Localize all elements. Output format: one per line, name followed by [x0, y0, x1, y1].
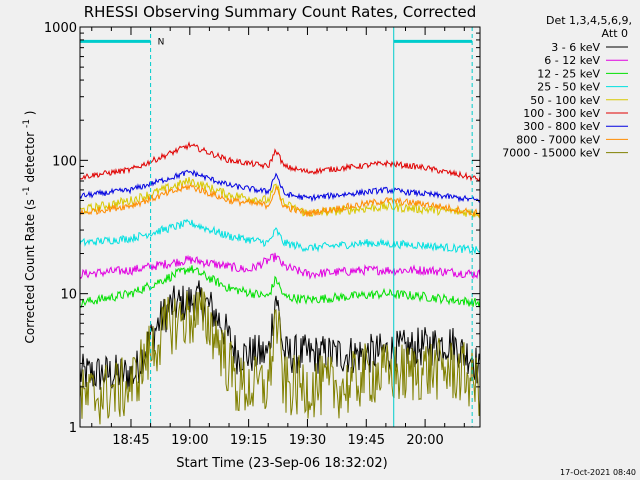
x-tick-label: 19:15 [230, 433, 267, 448]
legend-label-4: 25 - 50 keV [537, 81, 600, 94]
legend-label-1: 3 - 6 keV [551, 41, 600, 54]
y-axis-label-main: Corrected Count Rate (s [23, 199, 37, 343]
y-axis-label-sup2: -1 [22, 119, 32, 128]
x-tick-label: 19:45 [348, 433, 385, 448]
plot-area: 1 10 100 1000 18:45 19:00 19:15 19:30 19:45 20:0… [44, 21, 481, 448]
series-line-4 [79, 218, 481, 255]
x-tick-label: 18:45 [112, 433, 149, 448]
legend-label-9: 7000 - 15000 keV [502, 147, 600, 160]
series-line-9 [79, 288, 481, 425]
x-axis-label: Start Time (23-Sep-06 18:32:02) [176, 456, 387, 471]
y-ticks: 1 10 100 1000 [44, 21, 480, 436]
y-tick-label: 1 [69, 421, 77, 436]
series-line-6 [79, 141, 481, 182]
annotation-n: N [158, 37, 165, 47]
series-line-8 [79, 183, 481, 218]
y-axis-label: Corrected Count Rate (s -1 detector -1 ) [18, 111, 37, 344]
series-line-3 [79, 265, 481, 308]
x-tick-label: 19:00 [171, 433, 208, 448]
legend-label-5: 50 - 100 keV [530, 94, 600, 107]
y-tick-label: 1000 [44, 21, 77, 36]
series-line-5 [79, 177, 481, 219]
legend-header-line2: Att 0 [602, 27, 628, 40]
legend-label-6: 100 - 300 keV [523, 107, 600, 120]
y-tick-label: 10 [60, 288, 77, 303]
x-tick-label: 20:00 [406, 433, 443, 448]
x-ticks: 18:45 19:00 19:15 19:30 19:45 20:00 [91, 27, 465, 448]
series-line-7 [79, 169, 481, 203]
series-layer [79, 141, 481, 425]
legend-label-8: 800 - 7000 keV [516, 133, 600, 146]
y-axis-label-mid: detector [23, 132, 37, 183]
plot-frame [79, 26, 481, 428]
timestamp: 17-Oct-2021 08:40 [560, 468, 636, 477]
chart-title: RHESSI Observing Summary Count Rates, Co… [84, 3, 477, 21]
legend-label-7: 300 - 800 keV [523, 120, 600, 133]
series-line-2 [79, 252, 481, 280]
x-tick-label: 19:30 [289, 433, 326, 448]
y-axis-label-end: ) [23, 111, 37, 116]
y-tick-label: 100 [52, 154, 77, 169]
y-axis-label-sup1: -1 [22, 186, 32, 195]
legend-label-3: 12 - 25 keV [537, 67, 600, 80]
legend-label-2: 6 - 12 keV [544, 54, 600, 67]
legend-header-line1: Det 1,3,4,5,6,9, [546, 14, 632, 27]
